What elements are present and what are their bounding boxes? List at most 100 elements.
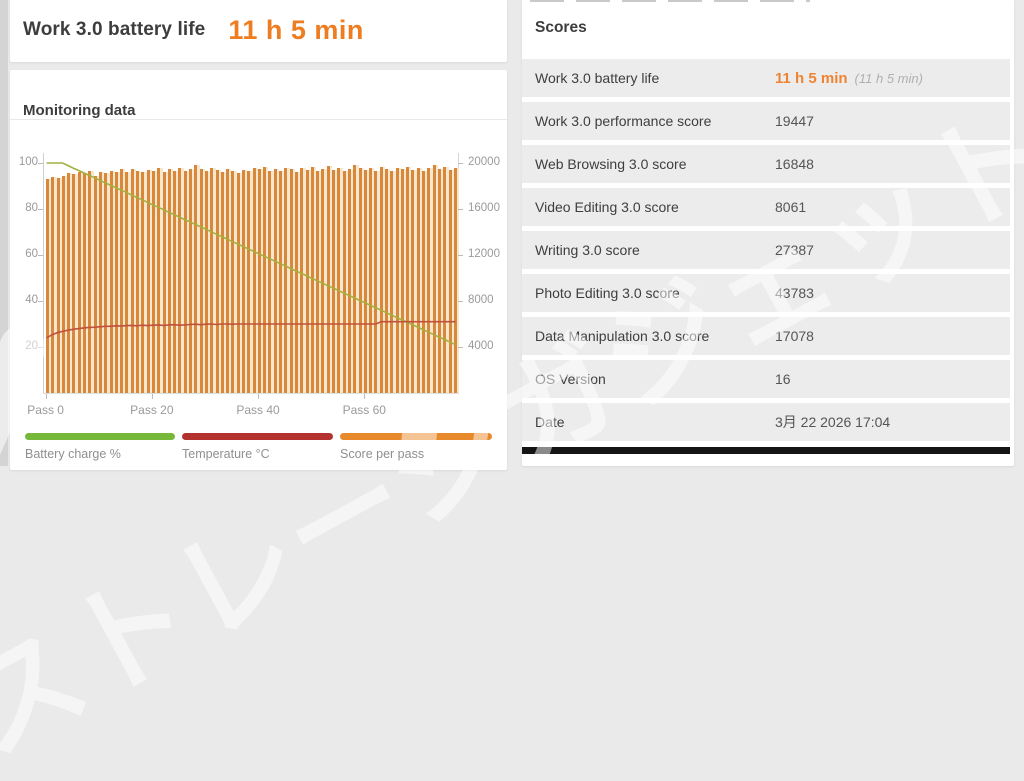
score-bar bbox=[72, 173, 78, 393]
score-bar bbox=[51, 176, 57, 393]
score-bar bbox=[321, 168, 327, 393]
left-axis-tick bbox=[38, 209, 43, 210]
score-value: 19447 bbox=[775, 113, 814, 129]
benchmark-title: Work 3.0 battery life bbox=[23, 19, 206, 40]
left-axis-tick-label: 100 bbox=[18, 156, 38, 168]
left-axis-tick-label: 20 bbox=[25, 340, 38, 352]
score-bar bbox=[46, 178, 52, 393]
score-bar bbox=[141, 172, 147, 393]
x-axis-tick-label: Pass 0 bbox=[27, 403, 64, 417]
left-axis-tick bbox=[38, 347, 43, 348]
score-bar bbox=[358, 167, 364, 393]
score-bar bbox=[77, 171, 84, 393]
right-axis-tick-label: 20000 bbox=[468, 156, 500, 168]
battery-charge-line bbox=[46, 162, 456, 346]
x-axis-tick-label: Pass 20 bbox=[130, 403, 174, 417]
chart-plot-area bbox=[43, 153, 460, 394]
score-bar bbox=[173, 170, 179, 393]
score-per-pass-bars bbox=[46, 153, 460, 393]
score-bar bbox=[337, 168, 343, 393]
score-bar bbox=[93, 175, 99, 393]
score-bar bbox=[67, 172, 73, 393]
right-axis-tick-label: 16000 bbox=[468, 202, 500, 214]
score-label: Date bbox=[535, 414, 565, 430]
score-label: Writing 3.0 score bbox=[535, 242, 640, 258]
right-axis-tick-label: 12000 bbox=[468, 248, 500, 260]
score-bar bbox=[130, 168, 137, 393]
score-bar bbox=[61, 175, 68, 393]
score-bar bbox=[353, 164, 359, 393]
score-bar bbox=[215, 169, 221, 393]
x-axis-tick bbox=[364, 394, 366, 399]
right-axis-tick bbox=[458, 209, 463, 210]
score-bar bbox=[416, 167, 423, 393]
score-bar bbox=[326, 165, 333, 393]
score-bar bbox=[437, 168, 444, 393]
score-bar bbox=[241, 169, 248, 393]
battery-time-value: 11 h 5 min bbox=[775, 69, 848, 87]
score-bar bbox=[220, 171, 227, 393]
score-value: 8061 bbox=[775, 199, 807, 215]
score-bar bbox=[263, 166, 269, 393]
card-bottom-bar bbox=[522, 447, 1010, 454]
score-label: Web Browsing 3.0 score bbox=[535, 156, 687, 172]
right-axis-tick-label: 8000 bbox=[468, 294, 494, 306]
score-bar bbox=[199, 169, 205, 393]
score-label: Work 3.0 performance score bbox=[535, 113, 712, 129]
x-axis-tick bbox=[258, 394, 260, 399]
score-bar bbox=[167, 169, 174, 393]
score-bar bbox=[310, 167, 317, 393]
score-bar bbox=[395, 168, 401, 393]
score-bar bbox=[151, 171, 158, 393]
score-label: Video Editing 3.0 score bbox=[535, 199, 679, 215]
x-axis-tick bbox=[151, 394, 153, 399]
score-value: 17078 bbox=[775, 328, 814, 344]
score-bar bbox=[109, 170, 115, 393]
score-bar bbox=[390, 171, 396, 393]
score-bar bbox=[120, 169, 126, 393]
score-value: 16848 bbox=[775, 156, 814, 172]
score-bar bbox=[448, 169, 454, 393]
battery-life-header-card: Work 3.0 battery life 11 h 5 min bbox=[10, 0, 507, 62]
score-bar bbox=[236, 172, 242, 393]
page-left-gutter bbox=[0, 0, 8, 466]
legend-label: Temperature °C bbox=[182, 447, 270, 461]
monitoring-data-card: Monitoring data 100 80 60 40 20 20000 16000 120… bbox=[10, 70, 507, 470]
battery-time-note: (11 h 5 min) bbox=[854, 70, 923, 86]
score-bar bbox=[279, 171, 285, 393]
score-bar bbox=[226, 168, 232, 393]
score-bar bbox=[443, 167, 449, 393]
score-value: 43783 bbox=[775, 285, 814, 301]
score-bar bbox=[379, 167, 385, 393]
score-value: 27387 bbox=[775, 242, 814, 258]
score-row-performance: Work 3.0 performance score 19447 bbox=[522, 102, 1010, 140]
x-axis-tick-label: Pass 40 bbox=[236, 403, 280, 417]
score-row-web-browsing: Web Browsing 3.0 score 16848 bbox=[522, 145, 1010, 183]
score-label: Work 3.0 battery life bbox=[535, 70, 660, 86]
score-bar bbox=[247, 171, 253, 393]
score-bar bbox=[194, 165, 200, 393]
x-axis-tick bbox=[45, 394, 47, 399]
score-bar bbox=[347, 168, 354, 393]
divider bbox=[10, 119, 507, 120]
score-bar bbox=[83, 172, 89, 393]
score-bar bbox=[369, 168, 375, 393]
score-bar bbox=[374, 170, 380, 393]
score-label: OS Version bbox=[535, 371, 606, 387]
scores-card: Scores Work 3.0 battery life 11 h 5 min (… bbox=[522, 0, 1014, 466]
score-bar bbox=[273, 168, 280, 393]
right-axis-tick bbox=[458, 347, 463, 348]
temperature-line bbox=[46, 320, 456, 339]
score-bar bbox=[268, 170, 274, 393]
score-bar bbox=[210, 168, 216, 393]
score-bar bbox=[332, 169, 338, 393]
legend-swatch bbox=[25, 433, 175, 440]
score-bar bbox=[162, 171, 168, 393]
score-row-writing: Writing 3.0 score 27387 bbox=[522, 231, 1010, 269]
score-bar bbox=[178, 167, 184, 393]
scores-table: Work 3.0 battery life 11 h 5 min (11 h 5 … bbox=[522, 59, 1010, 446]
right-axis-tick-label: 4000 bbox=[468, 340, 494, 352]
score-bar bbox=[385, 168, 391, 393]
score-bar bbox=[183, 171, 190, 393]
legend-swatch bbox=[340, 433, 492, 440]
